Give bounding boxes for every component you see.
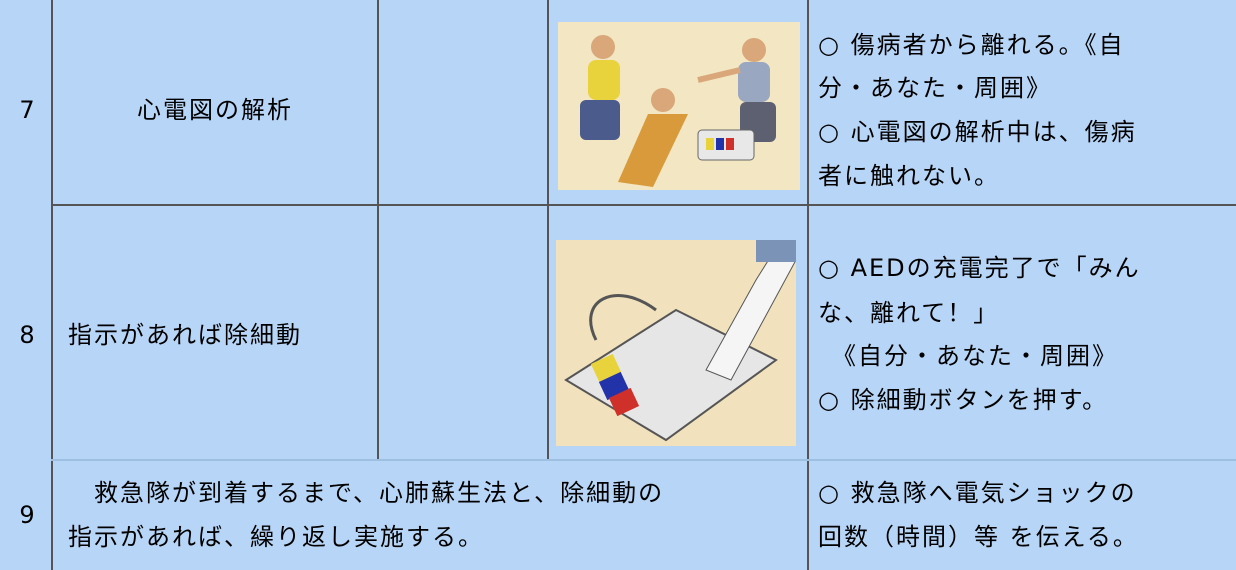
note-line: 《自分・あなた・周囲》	[818, 342, 1118, 370]
note-line: ○ 心電図の解析中は、傷病	[818, 118, 1137, 146]
note-line: ○ 傷病者から離れる。《自	[818, 31, 1125, 59]
row-number: 7	[19, 96, 37, 124]
row-number: 9	[19, 501, 37, 529]
grid-line	[547, 0, 549, 460]
step-label: 心電図の解析	[137, 96, 293, 124]
step-label: 指示があれば除細動	[68, 321, 302, 349]
note-line: 者に触れない。	[818, 162, 1000, 190]
note-line: な、離れて！」	[818, 299, 1000, 327]
note-line: ○ AEDの充電完了で「みん	[818, 254, 1141, 282]
note-line: ○ 救急隊へ電気ショックの	[818, 479, 1137, 507]
note-line: 回数（時間）等 を伝える。	[818, 523, 1139, 551]
step-text: 指示があれば、繰り返し実施する。	[68, 523, 484, 551]
illustration-ecg	[558, 22, 800, 190]
grid-line	[807, 0, 809, 570]
step-text: 救急隊が到着するまで、心肺蘇生法と、除細動の	[68, 479, 665, 507]
note-line: ○ 除細動ボタンを押す。	[818, 386, 1109, 414]
grid-line	[51, 0, 53, 570]
grid-line	[377, 0, 379, 460]
note-line: 分・あなた・周囲》	[818, 74, 1052, 102]
grid-line	[51, 204, 1236, 206]
row-number: 8	[19, 321, 37, 349]
illustration-aed	[556, 240, 796, 446]
grid-line	[51, 459, 1236, 461]
